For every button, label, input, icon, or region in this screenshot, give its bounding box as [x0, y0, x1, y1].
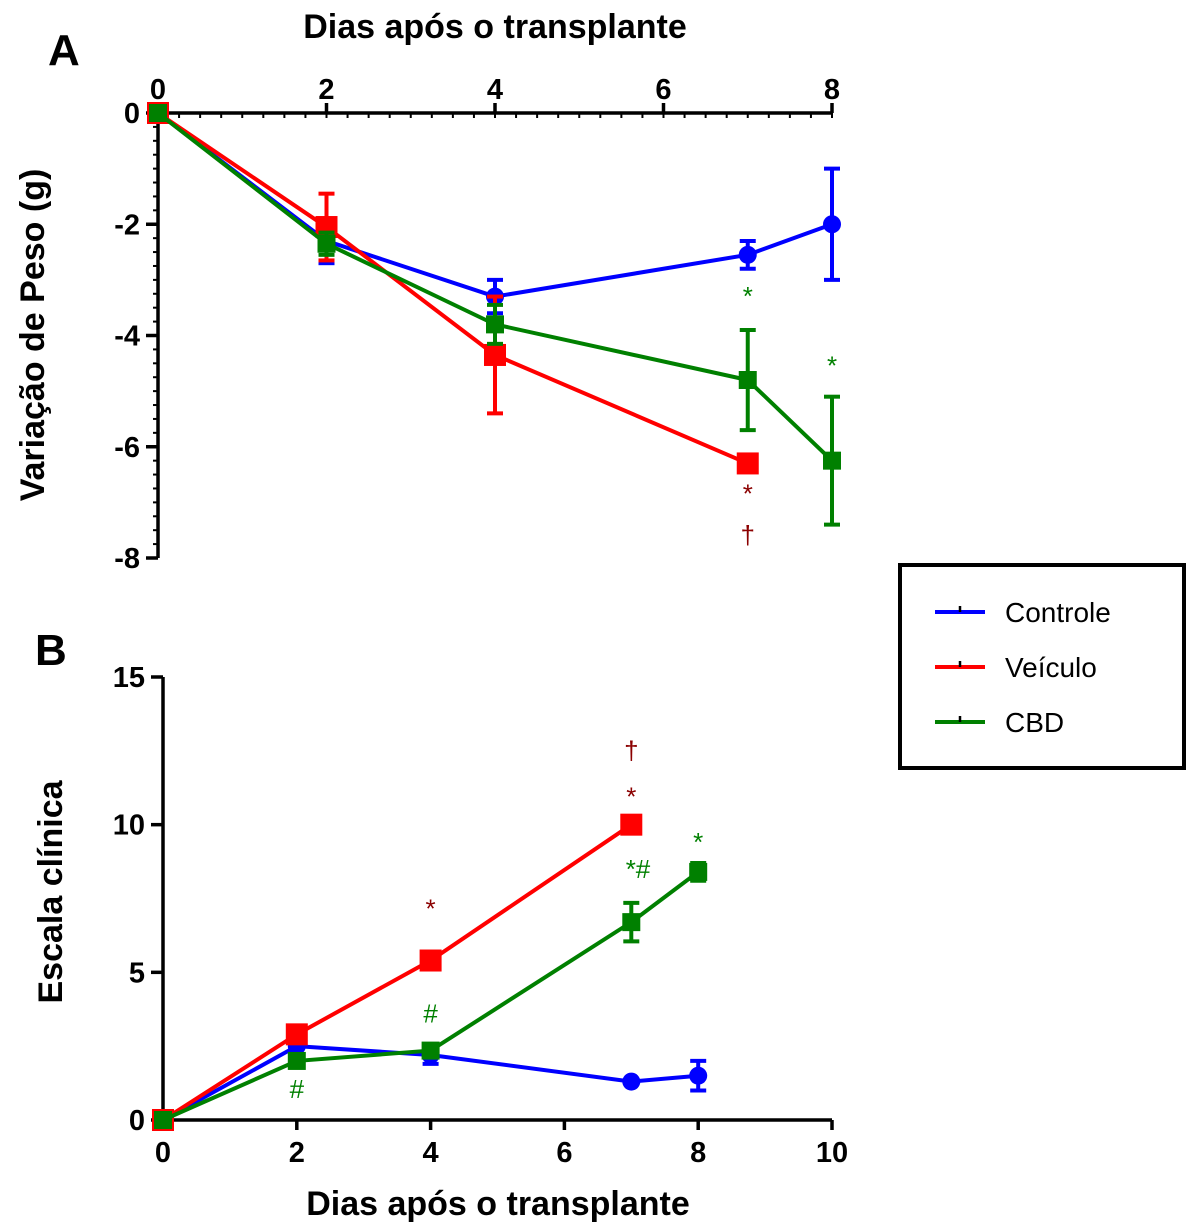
panel-b-series-cbd	[154, 861, 708, 1129]
panel-a-significance-marker: *	[743, 478, 753, 508]
panel-b-x-tick-label: 6	[556, 1137, 572, 1169]
panel-b: B Dias após o transplante Escala clínica…	[32, 626, 848, 1223]
panel-b-significance-marker: #	[423, 999, 438, 1029]
panel-b-x-tick-label: 0	[155, 1137, 171, 1169]
panel-b-point-cbd	[287, 1051, 306, 1070]
panel-a-point-cbd	[149, 104, 167, 122]
panel-b-point-veculo	[419, 949, 442, 972]
panel-a-series-veculo	[147, 102, 759, 475]
legend-entry-cbd: CBD	[935, 707, 1064, 738]
panel-a-y-tick-label: -6	[114, 432, 140, 464]
panel-a-point-veculo	[736, 452, 759, 475]
panel-a-point-cbd	[317, 234, 336, 253]
panel-a-significance-marker: †	[741, 520, 755, 550]
panel-a: A Dias após o transplante Variação de Pe…	[14, 8, 841, 575]
panel-a-series-controle	[149, 104, 841, 316]
panel-b-point-veculo	[285, 1023, 308, 1046]
legend-label: Controle	[1005, 597, 1111, 628]
panel-b-y-tick-label: 10	[113, 810, 145, 842]
panel-b-x-axis-title: Dias após o transplante	[306, 1185, 690, 1223]
panel-b-point-veculo	[620, 813, 643, 836]
panel-a-x-tick-label: 0	[150, 74, 166, 106]
panel-a-plot-area: 0 2 4 6 8 0 -2 -4 -6 -8 * * * †	[114, 74, 841, 575]
panel-a-x-tick-label: 6	[655, 74, 671, 106]
panel-a-x-axis-title: Dias após o transplante	[303, 8, 687, 46]
legend-label: Veículo	[1005, 652, 1097, 683]
panel-b-x-tick-label: 2	[289, 1137, 305, 1169]
panel-b-x-tick-label: 10	[816, 1137, 848, 1169]
panel-b-point-cbd	[154, 1111, 172, 1129]
panel-a-point-controle	[738, 245, 757, 264]
panel-b-significance-marker: *	[426, 894, 436, 924]
panel-b-point-cbd	[689, 862, 708, 881]
panel-b-significance-marker: #	[290, 1074, 305, 1104]
panel-a-significance-marker: *	[827, 350, 837, 380]
panel-a-y-tick-label: -4	[114, 321, 140, 353]
panel-a-significance-marker: *	[743, 281, 753, 311]
panel-b-x-tick-label: 4	[423, 1137, 439, 1169]
panel-b-significance-marker: *	[626, 781, 636, 811]
panel-b-significance-marker: †	[624, 736, 638, 766]
panel-a-line-controle	[156, 111, 833, 299]
panel-b-significance-marker: *	[693, 827, 703, 857]
panel-b-plot-area: 0 2 4 6 8 10 0 5 10 15 † * * * *# # #	[113, 662, 848, 1169]
panel-a-y-tick-label: -2	[114, 209, 140, 241]
panel-letter-a: A	[48, 26, 80, 75]
panel-b-y-axis-title: Escala clínica	[32, 779, 70, 1003]
panel-a-point-cbd	[823, 451, 841, 470]
panel-b-point-controle	[622, 1072, 641, 1091]
legend: Controle Veículo CBD	[898, 563, 1186, 770]
panel-b-y-tick-label: 15	[113, 662, 145, 694]
legend-entries: Controle Veículo CBD	[935, 597, 1111, 738]
panel-a-point-cbd	[738, 371, 757, 389]
panel-b-point-cbd	[421, 1041, 440, 1060]
panel-letter-b: B	[35, 626, 67, 675]
panel-a-y-tick-label: 0	[124, 98, 140, 130]
panel-b-significance-marker: *#	[626, 854, 651, 884]
panel-a-y-axis-title: Variação de Peso (g)	[14, 169, 52, 502]
panel-a-line-veculo	[156, 111, 749, 466]
legend-entry-controle: Controle	[935, 597, 1111, 628]
panel-a-x-tick-label: 2	[318, 74, 334, 106]
panel-a-x-tick-label: 4	[487, 74, 503, 106]
panel-b-line-veculo	[161, 823, 633, 1122]
legend-label: CBD	[1005, 707, 1064, 738]
panel-a-point-veculo	[484, 343, 506, 366]
panel-a-y-tick-label: -8	[114, 543, 140, 575]
panel-b-point-controle	[689, 1066, 708, 1085]
panel-b-point-cbd	[622, 913, 641, 932]
panel-a-point-controle	[823, 215, 841, 234]
legend-entry-veculo: Veículo	[935, 652, 1097, 683]
panel-b-x-tick-label: 8	[690, 1137, 706, 1169]
panel-b-y-tick-label: 0	[129, 1105, 145, 1137]
panel-a-x-tick-label: 8	[824, 74, 840, 106]
panel-a-series-cbd	[149, 104, 841, 527]
panel-a-point-cbd	[486, 315, 504, 334]
panel-b-y-tick-label: 5	[129, 957, 145, 989]
